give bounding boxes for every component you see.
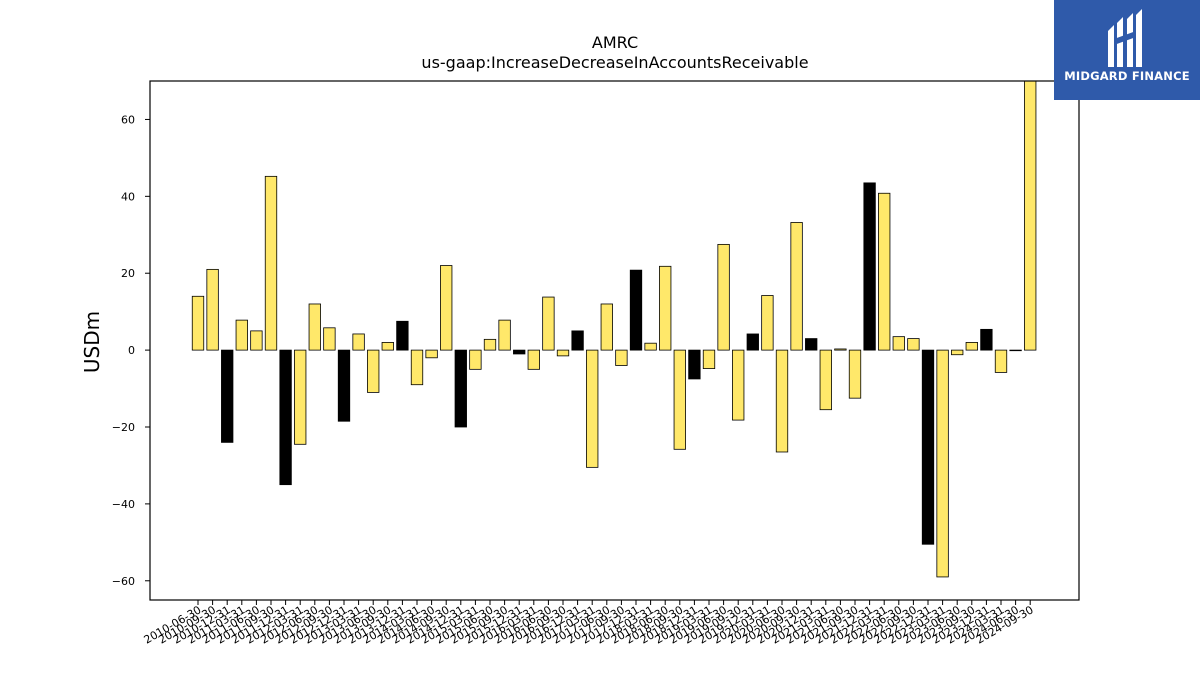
y-tick-label: 40 bbox=[121, 190, 135, 203]
bar-2015-09-30 bbox=[498, 319, 511, 351]
y-tick-label: −20 bbox=[112, 421, 135, 434]
bar-2011-03-31 bbox=[235, 319, 248, 351]
bar-2014-06-30 bbox=[425, 349, 438, 359]
midgard-finance-logo: MIDGARD FINANCE bbox=[1054, 0, 1200, 100]
y-tick-label: 20 bbox=[121, 267, 135, 280]
logo-text: MIDGARD FINANCE bbox=[1064, 69, 1190, 83]
bar-2018-06-30 bbox=[659, 265, 672, 351]
bar-2014-09-30 bbox=[440, 265, 453, 351]
bar-2023-06-30 bbox=[951, 349, 964, 356]
bar-2013-03-31 bbox=[352, 333, 365, 351]
bar-2023-12-31 bbox=[980, 328, 993, 351]
bar-2019-09-30 bbox=[732, 349, 745, 421]
y-axis: −60 −40 −20 0 20 40 60 bbox=[112, 113, 150, 588]
bar-2023-09-30 bbox=[965, 342, 978, 351]
bar-2012-09-30 bbox=[323, 327, 336, 351]
bar-2017-03-31 bbox=[586, 349, 599, 468]
bar-2020-03-31 bbox=[761, 295, 774, 351]
bar-2016-03-31 bbox=[527, 349, 540, 370]
bar-2015-12-31 bbox=[513, 349, 526, 355]
bar-2012-03-31 bbox=[294, 349, 307, 445]
bar-2020-09-30 bbox=[790, 222, 803, 351]
bar-2013-06-30 bbox=[367, 349, 380, 393]
y-tick-label: 60 bbox=[121, 113, 135, 126]
bar-2020-06-30 bbox=[775, 349, 789, 453]
y-tick-label: 0 bbox=[128, 344, 135, 357]
bar-2024-03-31 bbox=[994, 349, 1008, 373]
bar-2022-12-31 bbox=[921, 349, 935, 545]
bar-2019-06-30 bbox=[717, 243, 730, 351]
bar-2016-09-30 bbox=[556, 349, 570, 357]
y-tick-label: −60 bbox=[112, 575, 135, 588]
bar-2017-09-30 bbox=[615, 349, 628, 366]
bar-2021-12-31 bbox=[863, 182, 876, 351]
chart-title: AMRC bbox=[592, 33, 638, 52]
bar-2011-09-30 bbox=[264, 175, 278, 351]
bar-2019-03-31 bbox=[702, 349, 716, 369]
bar-2018-03-31 bbox=[644, 342, 657, 351]
bar-2024-09-30 bbox=[1024, 81, 1037, 351]
bar-2024-06-30 bbox=[1009, 349, 1022, 352]
bar-2018-12-31 bbox=[688, 349, 701, 380]
bar-2019-12-31 bbox=[746, 333, 759, 351]
logo-mark-icon bbox=[1108, 9, 1142, 67]
bar-2022-06-30 bbox=[892, 336, 905, 351]
bar-2014-12-31 bbox=[454, 349, 467, 428]
bar-2023-03-31 bbox=[936, 349, 949, 578]
bar-2016-06-30 bbox=[542, 296, 555, 351]
bar-2010-06-30 bbox=[191, 295, 205, 351]
bar-2015-03-31 bbox=[469, 349, 482, 370]
bar-2015-06-30 bbox=[483, 338, 497, 351]
bar-2022-03-31 bbox=[878, 192, 891, 351]
bar-2016-12-31 bbox=[571, 330, 584, 351]
bar-2018-09-30 bbox=[673, 349, 686, 450]
plot-frame bbox=[149, 80, 1080, 601]
bar-2012-12-31 bbox=[337, 349, 351, 422]
bar-2021-06-30 bbox=[834, 348, 847, 351]
bar-2021-09-30 bbox=[848, 349, 862, 399]
bar-2014-03-31 bbox=[410, 349, 424, 386]
bar-2017-12-31 bbox=[629, 269, 643, 351]
bar-2022-09-30 bbox=[907, 338, 920, 351]
chart-subtitle: us-gaap:IncreaseDecreaseInAccountsReceiv… bbox=[421, 53, 808, 72]
bar-2011-06-30 bbox=[250, 330, 263, 351]
bar-2010-12-31 bbox=[221, 349, 234, 443]
bar-2013-12-31 bbox=[396, 320, 409, 351]
bar-2017-06-30 bbox=[600, 303, 613, 351]
bar-2011-12-31 bbox=[279, 349, 292, 486]
bar-2021-03-31 bbox=[819, 349, 832, 411]
y-axis-label: USDm bbox=[80, 311, 104, 373]
x-axis: 2010-06-302010-09-302010-12-312011-03-31… bbox=[142, 600, 1036, 647]
bar-2012-06-30 bbox=[308, 303, 321, 351]
y-tick-label: −40 bbox=[112, 498, 135, 511]
bar-2010-09-30 bbox=[206, 268, 219, 351]
bars-group bbox=[191, 81, 1037, 578]
plot-area bbox=[191, 81, 1037, 578]
bar-2020-12-31 bbox=[805, 338, 818, 351]
bar-2013-09-30 bbox=[381, 342, 394, 351]
